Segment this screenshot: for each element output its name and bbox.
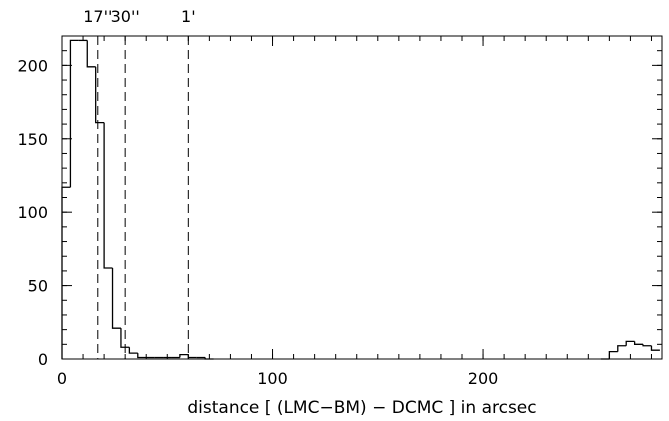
histogram-bin <box>617 345 627 352</box>
plot-frame <box>61 35 663 360</box>
histogram-bin <box>61 186 71 359</box>
x-tick-labels: 0 100 200 <box>57 369 498 388</box>
histogram-steps <box>61 39 660 360</box>
reference-line-label: 30'' <box>111 7 140 26</box>
x-tick-label: 100 <box>257 369 288 388</box>
histogram-bin <box>642 344 652 347</box>
histogram-bin <box>95 66 105 124</box>
y-tick-label: 200 <box>17 56 48 75</box>
y-tick-label: 150 <box>17 130 48 149</box>
reference-line-label: 17'' <box>83 7 112 26</box>
x-tick-label: 200 <box>468 369 499 388</box>
reference-lines <box>97 36 189 359</box>
y-tick-label: 100 <box>17 203 48 222</box>
histogram-bin <box>650 345 660 351</box>
histogram-bin <box>69 39 79 188</box>
histogram-bin <box>128 347 138 354</box>
y-tick-label: 50 <box>28 277 48 296</box>
minor-ticks <box>61 35 662 360</box>
y-tick-labels: 0 50 100 150 200 <box>17 56 48 369</box>
reference-line-label: 1' <box>181 7 196 26</box>
histogram-bin <box>179 353 189 358</box>
histogram-bin <box>187 354 197 359</box>
histogram-bin <box>633 341 644 345</box>
histogram-bin <box>86 40 96 68</box>
x-tick-label: 0 <box>57 369 67 388</box>
histogram-bin <box>103 122 113 269</box>
histogram-bin <box>625 340 635 346</box>
histogram-bin <box>111 267 121 329</box>
histogram-bin <box>204 357 214 360</box>
x-axis-title: distance [ (LMC−BM) − DCMC ] in arcsec <box>187 398 536 418</box>
histogram-bin <box>120 328 130 348</box>
reference-line-labels: 17''30'' 1' <box>83 7 195 26</box>
y-tick-label: 0 <box>38 350 48 369</box>
histogram-bin <box>608 351 618 359</box>
major-ticks <box>61 36 662 360</box>
histogram-bin <box>137 353 147 359</box>
